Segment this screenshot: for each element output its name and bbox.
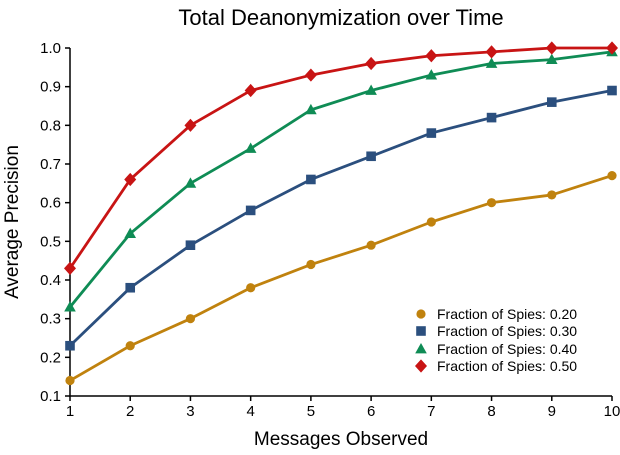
x-tick-label: 4 <box>246 403 254 420</box>
series-1-point-9 <box>607 85 617 96</box>
series-1-point-7 <box>486 112 497 123</box>
series-line-0 <box>68 174 614 382</box>
x-tick-label: 8 <box>487 403 495 420</box>
y-tick-label: 0.5 <box>40 233 61 250</box>
legend-label-3: Fraction of Spies: 0.50 <box>437 358 578 375</box>
x-tick-label: 3 <box>186 403 194 420</box>
series-1-point-1 <box>125 282 136 293</box>
x-tick-label: 5 <box>307 403 315 420</box>
y-tick-label: 0.3 <box>40 311 61 328</box>
legend-marker-2 <box>415 342 427 354</box>
series-3-point-9 <box>606 41 618 55</box>
legend-entry-3: Fraction of Spies: 0.50 <box>409 358 577 376</box>
series-1-point-2 <box>185 240 196 250</box>
series-2-point-0 <box>64 301 76 312</box>
x-tick-label: 10 <box>604 403 620 420</box>
y-tick-label: 0.7 <box>40 156 61 173</box>
x-tick-label: 7 <box>427 403 435 420</box>
series-1-point-0 <box>65 340 75 351</box>
legend-label-2: Fraction of Spies: 0.40 <box>437 340 578 357</box>
legend: Fraction of Spies: 0.20 Fraction of Spies… <box>409 305 577 375</box>
y-tick-label: 0.4 <box>40 272 61 289</box>
legend-marker-3 <box>415 359 427 373</box>
series-0-point-7 <box>486 198 497 208</box>
y-tick-label: 0.1 <box>40 388 61 405</box>
series-3-point-8 <box>545 41 558 55</box>
series-1-point-8 <box>546 97 557 107</box>
series-2-point-6 <box>425 69 438 80</box>
series-1-point-6 <box>426 128 437 138</box>
x-tick-label: 2 <box>126 403 134 420</box>
series-1-point-5 <box>366 151 376 162</box>
series-line-3 <box>68 46 614 270</box>
y-tick-label: 0.6 <box>40 195 61 212</box>
legend-square-icon <box>416 326 426 337</box>
series-2-point-7 <box>485 57 498 68</box>
legend-entry-2: Fraction of Spies: 0.40 <box>409 340 577 358</box>
x-tick-label: 1 <box>66 403 74 420</box>
series-2 <box>64 45 618 312</box>
series-3-point-4 <box>304 68 317 82</box>
y-tick-label: 0.8 <box>40 117 61 134</box>
series-3-point-1 <box>124 172 137 187</box>
series-2-point-4 <box>305 103 317 115</box>
x-tick-label: 9 <box>548 403 556 420</box>
chart-title: Total Deanonymization over Time <box>178 5 504 30</box>
legend-triangle-icon <box>415 342 427 354</box>
series-0-point-1 <box>125 341 135 351</box>
series-0-point-9 <box>607 171 617 181</box>
legend-label-1: Fraction of Spies: 0.30 <box>437 323 578 340</box>
series-1 <box>65 85 617 351</box>
legend-circle-icon <box>416 309 426 319</box>
series-2-point-8 <box>545 53 558 64</box>
series-1-point-4 <box>306 174 316 185</box>
series-0-point-6 <box>426 217 436 227</box>
legend-entry-0: Fraction of Spies: 0.20 <box>409 305 577 323</box>
series-0-point-8 <box>547 190 557 200</box>
series-3-point-3 <box>244 83 257 98</box>
series-3-point-2 <box>184 118 197 132</box>
series-3-point-5 <box>365 56 378 71</box>
series-0-point-4 <box>306 259 316 270</box>
series-line-2 <box>68 50 614 309</box>
series-line-1 <box>68 89 614 348</box>
series-0-point-0 <box>65 375 75 386</box>
series-0-point-3 <box>246 283 256 293</box>
series-2-point-3 <box>244 142 257 153</box>
y-tick-label: 0.9 <box>40 79 61 96</box>
series-0-point-2 <box>185 314 196 324</box>
x-axis-label: Messages Observed <box>253 429 429 450</box>
legend-entry-1: Fraction of Spies: 0.30 <box>409 323 577 341</box>
legend-marker-0 <box>416 309 426 319</box>
series-2-point-2 <box>184 177 197 188</box>
series-1-point-3 <box>245 205 256 216</box>
legend-marker-1 <box>416 326 426 337</box>
legend-diamond-icon <box>415 359 427 373</box>
series-3-point-0 <box>64 261 76 275</box>
x-tick-label: 6 <box>367 403 375 420</box>
series-3 <box>64 41 618 275</box>
series-3-point-7 <box>485 45 498 59</box>
series-0 <box>65 171 617 386</box>
series-3-point-6 <box>425 49 438 63</box>
y-tick-label: 1.0 <box>40 40 61 57</box>
legend-label-0: Fraction of Spies: 0.20 <box>437 305 578 322</box>
series-2-point-1 <box>124 227 137 238</box>
y-tick-label: 0.2 <box>40 349 61 366</box>
series-0-point-5 <box>366 240 376 250</box>
series-2-point-5 <box>365 84 377 95</box>
